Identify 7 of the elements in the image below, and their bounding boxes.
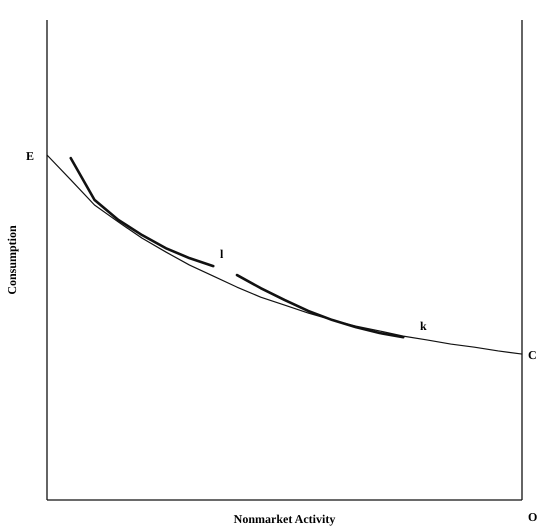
annotation: k	[420, 319, 427, 333]
y-axis-title: Consumption	[5, 224, 19, 295]
text: E	[26, 149, 34, 163]
annotation: l	[220, 247, 224, 261]
text: O	[528, 510, 538, 524]
x-axis-title: Nonmarket Activity	[234, 512, 336, 526]
text: C	[528, 348, 537, 362]
